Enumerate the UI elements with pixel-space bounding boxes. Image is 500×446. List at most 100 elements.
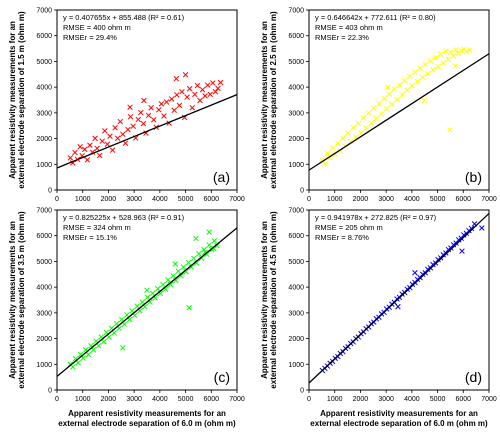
data-point (409, 83, 416, 89)
data-point (447, 127, 453, 133)
data-point (172, 261, 179, 267)
data-point (455, 237, 462, 243)
data-point (386, 91, 392, 97)
x-tick-label: 4000 (152, 196, 168, 203)
data-point (138, 109, 144, 116)
data-point (127, 104, 133, 110)
y-axis-title-line: Apparent resistivity measurements for an (260, 21, 269, 179)
y-tick-label: 1000 (36, 162, 52, 169)
x-axis-title-line1: Apparent resistivity measurements for an (320, 409, 478, 418)
data-point (414, 276, 421, 283)
data-point (167, 281, 174, 288)
x-tick-label: 2000 (101, 196, 117, 203)
data-point (212, 89, 219, 95)
data-point (130, 123, 136, 129)
x-tick-label: 5000 (430, 396, 446, 403)
annotation-line: RMSEr = 8.76% (315, 233, 369, 242)
data-point (450, 241, 457, 248)
data-point (448, 245, 454, 251)
data-point (383, 106, 390, 112)
x-tick-label: 1000 (327, 396, 343, 403)
data-point (149, 290, 156, 297)
x-tick-label: 0 (55, 196, 59, 203)
data-point (99, 138, 106, 144)
y-tick-label: 6000 (288, 233, 304, 240)
panel-tag: (b) (465, 169, 482, 185)
y-tick-label: 2000 (288, 336, 304, 343)
data-point (324, 150, 331, 157)
y-tick-label: 7000 (288, 8, 304, 15)
data-point (178, 273, 184, 279)
annotation-line: y = 0.646642x + 772.611 (R² = 0.80) (315, 13, 436, 22)
data-point (371, 105, 377, 111)
data-point (140, 120, 147, 127)
data-point (421, 97, 427, 104)
data-point (332, 151, 338, 158)
data-point (437, 51, 444, 57)
data-point (199, 86, 206, 93)
data-point (191, 255, 197, 262)
x-tick-label: 0 (307, 196, 311, 203)
data-point (453, 47, 459, 53)
data-point (84, 157, 91, 163)
data-point (104, 141, 111, 147)
y-tick-label: 3000 (288, 310, 304, 317)
regression-line (56, 227, 238, 377)
y-tick-label: 1000 (288, 162, 304, 169)
data-point (179, 89, 185, 95)
plot-frame (308, 9, 490, 191)
panel-tag: (d) (465, 369, 482, 385)
x-tick-label: 3000 (126, 396, 142, 403)
y-tick-label: 4000 (288, 85, 304, 92)
data-point (173, 75, 180, 82)
data-point (319, 156, 326, 163)
data-point (425, 71, 431, 77)
x-tick-label: 5000 (178, 396, 194, 403)
data-point (145, 112, 152, 119)
data-point (412, 69, 418, 75)
y-tick-label: 7000 (288, 208, 304, 215)
data-point (394, 96, 400, 103)
data-point (171, 107, 178, 114)
y-axis-title-line: Apparent resistivity measurements for an (8, 221, 17, 379)
data-point (206, 242, 212, 248)
data-point (430, 261, 436, 268)
data-point (175, 268, 182, 274)
data-point (109, 147, 116, 153)
x-tick-label: 7000 (481, 396, 497, 403)
regression-line (308, 53, 490, 171)
data-point (158, 101, 165, 107)
y-tick-label: 2000 (288, 136, 304, 143)
data-point (125, 126, 131, 133)
x-tick-label: 7000 (229, 196, 245, 203)
data-point (458, 235, 464, 242)
data-point (72, 149, 78, 156)
data-point (350, 125, 356, 131)
x-tick-label: 3000 (378, 396, 394, 403)
data-point (193, 235, 199, 242)
data-point (122, 140, 129, 146)
data-point (368, 120, 374, 126)
data-point (117, 118, 124, 125)
data-point (417, 65, 423, 72)
y-tick-label: 3000 (36, 110, 52, 117)
data-point (211, 245, 217, 252)
data-point (401, 77, 408, 84)
data-point (197, 97, 203, 104)
data-point (345, 130, 351, 136)
x-tick-label: 6000 (203, 396, 219, 403)
data-point (217, 79, 224, 86)
data-point (407, 73, 413, 80)
y-axis-title: Apparent resistivity measurements for an… (260, 11, 278, 189)
y-tick-label: 5000 (288, 259, 304, 266)
x-tick-label: 4000 (404, 196, 420, 203)
x-tick-label: 5000 (430, 196, 446, 203)
x-tick-label: 0 (55, 396, 59, 403)
data-point (101, 338, 107, 345)
data-point (202, 93, 208, 99)
y-tick-label: 4000 (36, 85, 52, 92)
data-point (189, 104, 196, 111)
data-point (161, 113, 167, 119)
x-axis-title-line2: external electrode separation of 6.0 m (… (58, 419, 236, 428)
